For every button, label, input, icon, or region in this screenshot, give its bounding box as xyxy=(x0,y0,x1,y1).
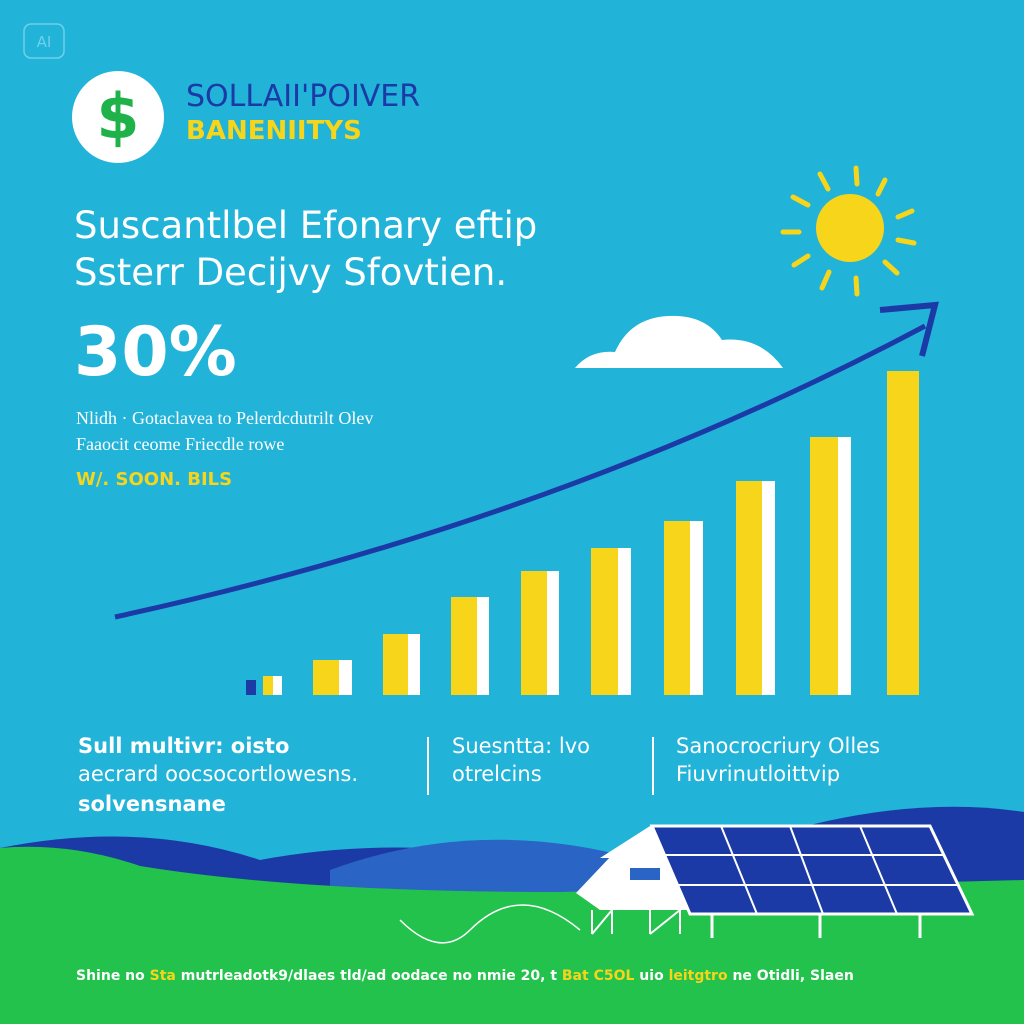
footer-text: Sta xyxy=(150,968,176,984)
hill xyxy=(330,839,640,900)
solar-panels xyxy=(649,824,975,938)
headline-line: Suscantlbel Efonary eftip xyxy=(74,204,537,247)
footer: Shine no Sta mutrleadotk9/dlaes tld/ad o… xyxy=(76,968,854,984)
logo-circle xyxy=(72,71,164,163)
column-line: Sanocrocriury Olles xyxy=(676,734,880,758)
footer-text: uio xyxy=(639,968,664,984)
footer-text: Shine no xyxy=(76,968,145,984)
footer-text: leitgtro xyxy=(669,968,728,984)
column-line: otrelcins xyxy=(452,762,542,786)
logo-line2: BANENIITYS xyxy=(186,116,362,146)
headline-line: Ssterr Decijvy Sfovtien. xyxy=(74,251,507,294)
cloud xyxy=(575,315,783,368)
badge: AI xyxy=(37,33,52,51)
badge-frame xyxy=(23,23,65,59)
column-line: aecrard oocsocortlowesns. xyxy=(78,762,358,786)
stat: 30% xyxy=(74,313,237,392)
trend-curve xyxy=(114,323,927,620)
column-line: solvensnane xyxy=(78,792,226,816)
sun xyxy=(780,165,917,297)
trend-arrowhead xyxy=(879,301,939,357)
logo-line1: SOLLAII'POIVER xyxy=(186,79,420,114)
column-line: Fiuvrinutloittvip xyxy=(676,762,840,786)
column-line: Sull multivr: oisto xyxy=(78,734,289,758)
footer-text: ne Otidli, Slaen xyxy=(732,968,853,984)
description-line: Nlidh · Gotaclavea to Pelerdcdutrilt Ole… xyxy=(76,408,373,428)
footer-text: Bat C5OL xyxy=(562,968,635,984)
logo-symbol: $ xyxy=(96,80,139,153)
description-line: Faaocit ceome Friecdle rowe xyxy=(76,434,284,454)
column-line: Suesntta: lvo xyxy=(452,734,590,758)
bar-chart xyxy=(246,371,919,695)
tagline: W/. SOON. BILS xyxy=(76,469,232,490)
footer-text: mutrleadotk9/dlaes tld/ad oodace no nmie… xyxy=(181,968,558,984)
